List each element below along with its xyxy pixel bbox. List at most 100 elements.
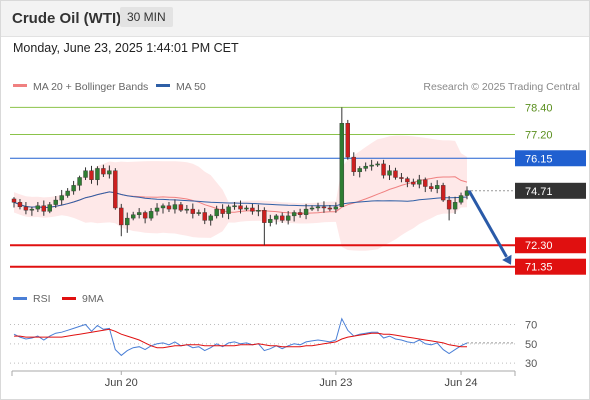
candle — [232, 202, 237, 210]
forecast-arrow-head — [502, 254, 512, 265]
candle — [23, 202, 29, 215]
candle-body — [202, 212, 207, 221]
candle-body — [11, 198, 17, 203]
rsi-tick-label: 70 — [525, 320, 537, 332]
candle — [369, 159, 374, 171]
candle-body — [399, 177, 404, 179]
candle — [11, 197, 17, 208]
candle — [393, 167, 398, 180]
candle — [17, 199, 23, 210]
candle-body — [315, 206, 321, 209]
candle-body — [131, 214, 136, 219]
candle-body — [434, 185, 440, 189]
candle — [53, 195, 58, 208]
candle-body — [446, 199, 452, 210]
price-tag-label: 76.15 — [525, 153, 553, 165]
candle — [339, 107, 345, 208]
candle — [285, 211, 291, 225]
candle — [423, 177, 428, 193]
price-tag-box — [515, 258, 586, 275]
candle — [429, 182, 434, 192]
candle — [208, 214, 213, 226]
candle — [172, 199, 178, 214]
rsi-tick-label: 50 — [525, 339, 537, 351]
rsi-tick-label: 30 — [525, 358, 537, 370]
legend-swatch — [13, 297, 27, 300]
candle-body — [172, 204, 178, 210]
candles — [11, 107, 470, 246]
price-level-label: 78.40 — [525, 102, 553, 114]
candle-body — [47, 204, 52, 212]
candle — [154, 203, 160, 216]
candle-body — [226, 206, 231, 214]
price-tag-label: 72.30 — [525, 240, 553, 252]
candle-body — [411, 181, 416, 185]
candle-body — [297, 212, 303, 215]
candle — [142, 210, 148, 224]
candle — [89, 165, 94, 184]
candle — [303, 203, 309, 220]
legend-label: MA 50 — [176, 81, 206, 93]
candle — [411, 178, 416, 187]
candle-body — [23, 206, 29, 211]
candle-body — [285, 215, 291, 221]
candle — [113, 168, 118, 210]
candle — [220, 204, 225, 218]
candle — [59, 189, 64, 205]
bollinger-band — [14, 135, 467, 251]
price-tag-label: 71.35 — [525, 262, 553, 274]
candle — [35, 202, 41, 213]
candle — [315, 202, 321, 212]
candle — [309, 205, 315, 211]
candle-body — [77, 177, 82, 186]
candle-body — [238, 205, 243, 210]
x-tick-label: Jun 20 — [105, 377, 138, 389]
candle-body — [160, 205, 166, 209]
candle-body — [280, 215, 285, 221]
candle-body — [83, 170, 88, 178]
candle-body — [178, 204, 184, 211]
candle-body — [452, 202, 458, 210]
candle-body — [142, 212, 148, 219]
candle-body — [345, 123, 350, 158]
candle — [214, 205, 219, 219]
candle-body — [291, 212, 297, 217]
candle — [226, 204, 231, 220]
price-level-label: 77.20 — [525, 130, 553, 142]
candle-body — [113, 170, 118, 209]
candle — [77, 175, 82, 191]
candle — [280, 212, 285, 223]
candle — [405, 176, 410, 188]
candle-body — [95, 168, 100, 180]
candle-body — [268, 219, 273, 223]
candle — [274, 214, 279, 225]
candle — [238, 200, 243, 214]
candle-body — [387, 170, 392, 176]
candle — [256, 204, 261, 217]
candle — [375, 161, 380, 167]
candle-body — [393, 170, 398, 178]
forecast-arrow — [467, 190, 512, 265]
candle-body — [369, 164, 374, 167]
candle — [196, 209, 201, 216]
candle — [357, 166, 362, 178]
legend-swatch — [156, 84, 170, 87]
candle-body — [53, 199, 58, 205]
candle-body — [429, 186, 434, 189]
candle-body — [41, 205, 47, 212]
candle — [131, 211, 136, 221]
candle-body — [154, 207, 160, 212]
candle — [41, 200, 47, 216]
candle — [345, 119, 350, 160]
candle — [458, 192, 464, 205]
price-tag-box — [515, 237, 586, 254]
candle-body — [321, 206, 327, 209]
candle-body — [417, 179, 422, 185]
candle-body — [59, 195, 64, 201]
price-tag-box — [515, 150, 586, 167]
candle-body — [363, 165, 368, 169]
candle-body — [35, 205, 41, 210]
timeframe-badge[interactable]: 30 MIN — [120, 7, 173, 27]
candle — [136, 208, 142, 219]
